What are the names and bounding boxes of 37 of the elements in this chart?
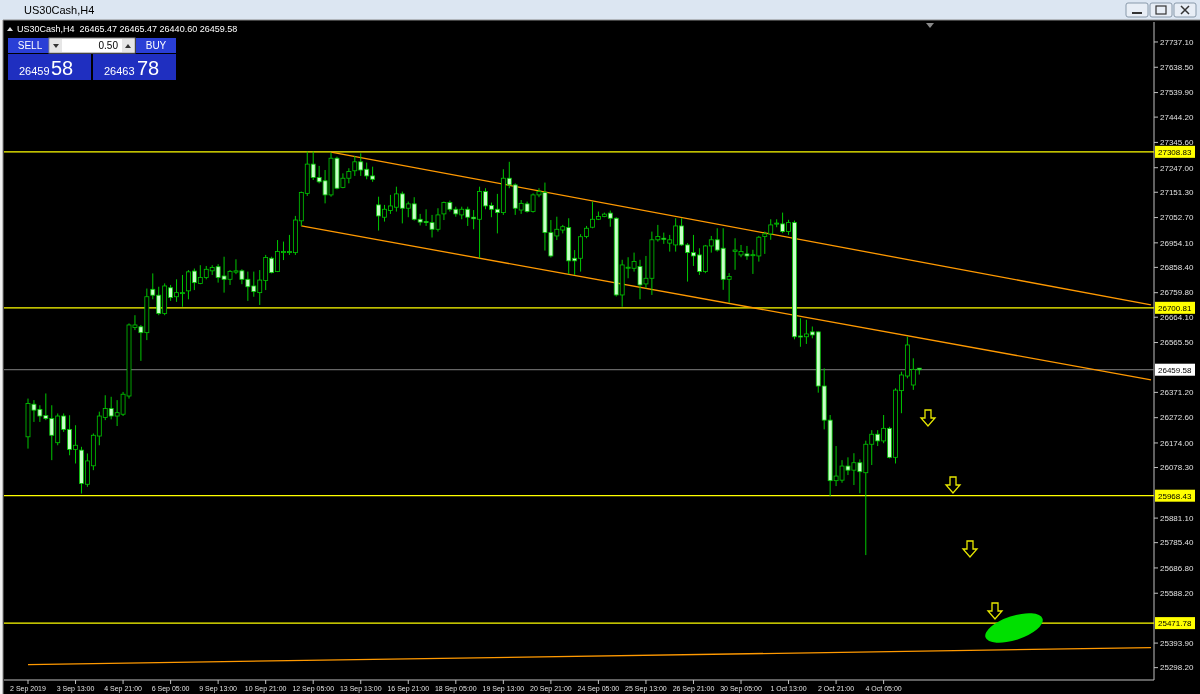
- annotation: 0.50: [98, 40, 119, 51]
- annotation: 58: [51, 57, 74, 79]
- y-tick-label: 26664.10: [1160, 313, 1194, 323]
- y-tick-label: 27247.00: [1160, 163, 1194, 173]
- annotation: 78: [137, 57, 160, 79]
- y-tick-label: 25785.40: [1160, 538, 1194, 548]
- y-tick-label: 27638.50: [1160, 63, 1194, 73]
- y-tick-label: 27737.10: [1160, 37, 1194, 47]
- annotation: SELL: [17, 40, 43, 51]
- y-tick-label: 27444.20: [1160, 112, 1194, 122]
- y-tick-label: 25686.80: [1160, 563, 1194, 573]
- y-tick-label: 26174.00: [1160, 438, 1194, 448]
- y-tick-label: 26954.10: [1160, 238, 1194, 248]
- annotation: BUY: [145, 40, 167, 51]
- ref-line-label: 25471.78: [1158, 618, 1192, 628]
- y-tick-label: 27539.90: [1160, 88, 1194, 98]
- y-tick-label: 27345.60: [1160, 138, 1194, 148]
- ref-line-label: 27308.83: [1158, 147, 1192, 157]
- y-tick-label: 25298.20: [1160, 663, 1194, 673]
- ref-line-label: 26459.58: [1158, 365, 1192, 375]
- y-tick-label: 25881.10: [1160, 513, 1194, 523]
- y-tick-label: 26565.50: [1160, 338, 1194, 348]
- y-tick-label: 26759.80: [1160, 288, 1194, 298]
- y-tick-label: 25588.20: [1160, 589, 1194, 599]
- y-tick-label: 26371.20: [1160, 388, 1194, 398]
- chart-title: US30Cash,H4: [24, 4, 95, 16]
- ref-line-label: 26700.81: [1158, 303, 1192, 313]
- annotation: 26463: [104, 65, 135, 77]
- y-tick-label: 26272.60: [1160, 413, 1194, 423]
- y-tick-label: 27052.70: [1160, 213, 1194, 223]
- chart-subtitle: US30Cash,H4 26465.47 26465.47 26440.60 26459.58: [17, 24, 238, 34]
- y-tick-label: 27151.30: [1160, 188, 1194, 198]
- ref-line-label: 25968.43: [1158, 491, 1192, 501]
- y-tick-label: 25393.90: [1160, 638, 1194, 648]
- y-tick-label: 26078.30: [1160, 463, 1194, 473]
- annotation: 26459: [19, 65, 50, 77]
- y-tick-label: 26858.40: [1160, 263, 1194, 273]
